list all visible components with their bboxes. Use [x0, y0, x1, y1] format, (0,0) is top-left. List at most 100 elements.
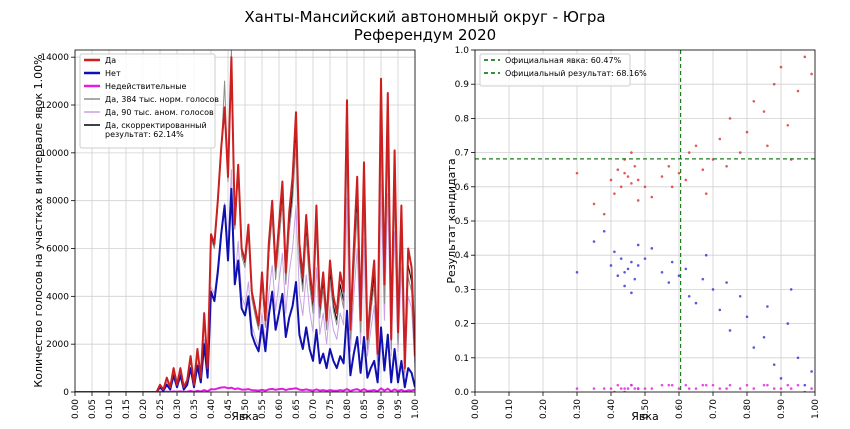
- x-tick-label: 0.90: [377, 399, 387, 419]
- y-tick-label: 2000: [46, 340, 69, 350]
- x-tick-label: 0.95: [394, 399, 404, 419]
- x-tick-label: 0.40: [207, 399, 217, 419]
- x-tick-label: 0.20: [539, 399, 549, 419]
- x-tick-label: 0.90: [777, 399, 787, 419]
- scatter-point: [667, 383, 671, 387]
- scatter-point: [701, 383, 705, 387]
- scatter-point: [701, 168, 705, 171]
- scatter-point: [704, 383, 708, 387]
- legend-box: [79, 53, 216, 149]
- scatter-point: [623, 387, 626, 390]
- x-tick-label: 0.40: [607, 399, 617, 419]
- scatter-point: [670, 185, 674, 189]
- legend-box: [479, 53, 631, 87]
- y-tick-label: 0.8: [455, 114, 470, 124]
- scatter-point: [670, 383, 674, 387]
- scatter-point: [575, 271, 579, 274]
- x-tick-label: 0.75: [326, 399, 336, 419]
- scatter-point: [613, 192, 616, 195]
- chart-subtitle: Референдум 2020: [354, 26, 496, 44]
- series-line: [75, 187, 415, 392]
- scatter-point: [619, 387, 623, 390]
- series-line: [75, 386, 415, 392]
- scatter-point: [636, 199, 640, 202]
- scatter-point: [752, 100, 756, 103]
- y-tick-label: 0.7: [455, 149, 469, 159]
- scatter-point: [633, 277, 637, 281]
- scatter-point: [772, 82, 776, 86]
- y-tick-label: 0.9: [455, 80, 470, 90]
- scatter-point: [619, 185, 623, 189]
- scatter-point: [728, 329, 732, 332]
- scatter-point: [803, 383, 807, 387]
- scatter-point: [623, 284, 626, 288]
- scatter-point: [670, 260, 674, 264]
- scatter-point: [728, 383, 732, 387]
- scatter-point: [786, 123, 790, 127]
- scatter-point: [643, 387, 647, 390]
- y-tick-label: 0.0: [455, 388, 470, 398]
- x-tick-label: 0.05: [88, 399, 98, 419]
- chart-title: Ханты-Мансийский автономный округ - Югра: [244, 8, 605, 26]
- x-tick-label: 0.55: [258, 399, 268, 419]
- x-tick-label: 0.70: [709, 399, 719, 419]
- scatter-point: [725, 164, 728, 168]
- scatter-point: [796, 383, 800, 387]
- x-tick-label: 0.10: [105, 399, 115, 419]
- scatter-point: [725, 387, 728, 390]
- scatter-point: [609, 387, 613, 390]
- scatter-point: [619, 257, 623, 260]
- y-tick-label: 0.6: [455, 183, 470, 193]
- x-tick-label: 0.60: [275, 399, 285, 419]
- scatter-point: [725, 281, 728, 284]
- y-tick-label: 0.2: [455, 320, 469, 330]
- scatter-point: [745, 315, 749, 319]
- x-tick-label: 0.50: [241, 399, 251, 419]
- x-tick-label: 0.20: [139, 399, 149, 419]
- scatter-point: [613, 250, 616, 254]
- scatter-point: [667, 164, 671, 168]
- scatter-point: [623, 271, 626, 274]
- scatter-point: [684, 267, 688, 271]
- x-tick-label: 0.70: [309, 399, 319, 419]
- x-tick-label: 0.30: [173, 399, 183, 419]
- scatter-point: [636, 264, 640, 267]
- scatter-point: [718, 137, 722, 141]
- scatter-point: [609, 264, 613, 267]
- scatter-point: [636, 387, 640, 390]
- x-tick-label: 0.35: [190, 399, 200, 419]
- y-tick-label: 1.0: [455, 46, 470, 56]
- scatter-point: [711, 383, 715, 387]
- scatter-point: [630, 383, 633, 387]
- legend-label: Официальный результат: 68.16%: [505, 69, 647, 78]
- scatter-point: [772, 387, 776, 390]
- scatter-point: [704, 192, 708, 195]
- x-tick-label: 0.85: [360, 399, 370, 419]
- x-tick-label: 0.25: [156, 399, 166, 419]
- scatter-point: [609, 178, 613, 182]
- x-tick-label: 0.45: [224, 399, 234, 419]
- scatter-point: [779, 387, 783, 390]
- x-tick-label: 0.10: [505, 399, 515, 419]
- scatter-point: [630, 151, 633, 154]
- scatter-point: [623, 171, 626, 175]
- scatter-point: [687, 387, 691, 390]
- plot-frame: [474, 49, 816, 393]
- scatter-point: [660, 383, 664, 387]
- scatter-point: [630, 291, 633, 295]
- x-tick-label: 0.15: [122, 399, 132, 419]
- x-tick-label: 1.00: [411, 399, 421, 419]
- scatter-point: [684, 178, 688, 182]
- series-line: [75, 56, 415, 392]
- x-axis-label: Явка: [631, 410, 659, 423]
- scatter-point: [592, 202, 596, 206]
- scatter-point: [701, 277, 705, 281]
- x-tick-label: 0.00: [71, 399, 81, 419]
- scatter-point: [772, 363, 776, 366]
- scatter-point: [616, 168, 620, 171]
- scatter-point: [779, 65, 783, 69]
- scatter-point: [718, 308, 722, 312]
- x-tick-label: 0.30: [573, 399, 583, 419]
- x-tick-label: 0.00: [471, 399, 481, 419]
- scatter-point: [575, 171, 579, 175]
